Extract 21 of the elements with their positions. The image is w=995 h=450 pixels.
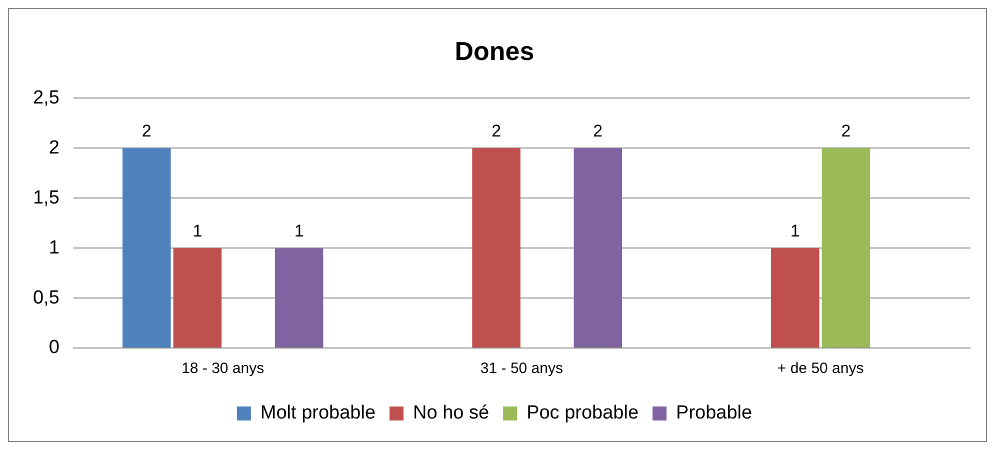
data-label: 1: [790, 221, 800, 240]
data-label: 2: [841, 121, 851, 140]
x-tick-label: 18 - 30 anys: [182, 360, 264, 378]
y-tick-label: 0: [48, 337, 60, 358]
data-label: 2: [593, 121, 603, 140]
data-label: 1: [294, 221, 304, 240]
y-tick-label: 1: [48, 237, 60, 258]
legend-label: No ho sé: [413, 402, 490, 424]
legend-label: Poc probable: [526, 402, 639, 424]
y-tick-label: 1,5: [32, 187, 60, 208]
x-tick-label: 31 - 50 anys: [480, 360, 563, 378]
data-label: 2: [492, 121, 502, 140]
y-tick-label: 0,5: [32, 287, 60, 308]
legend-label: Probable: [676, 402, 752, 424]
chart-title: Dones: [454, 36, 534, 66]
y-tick-label: 2,5: [32, 87, 60, 108]
y-tick-label: 2: [48, 137, 60, 158]
x-tick-label: + de 50 anys: [777, 360, 864, 378]
data-label: 1: [192, 221, 202, 240]
data-label: 2: [142, 121, 152, 140]
legend-label: Molt probable: [260, 402, 376, 424]
